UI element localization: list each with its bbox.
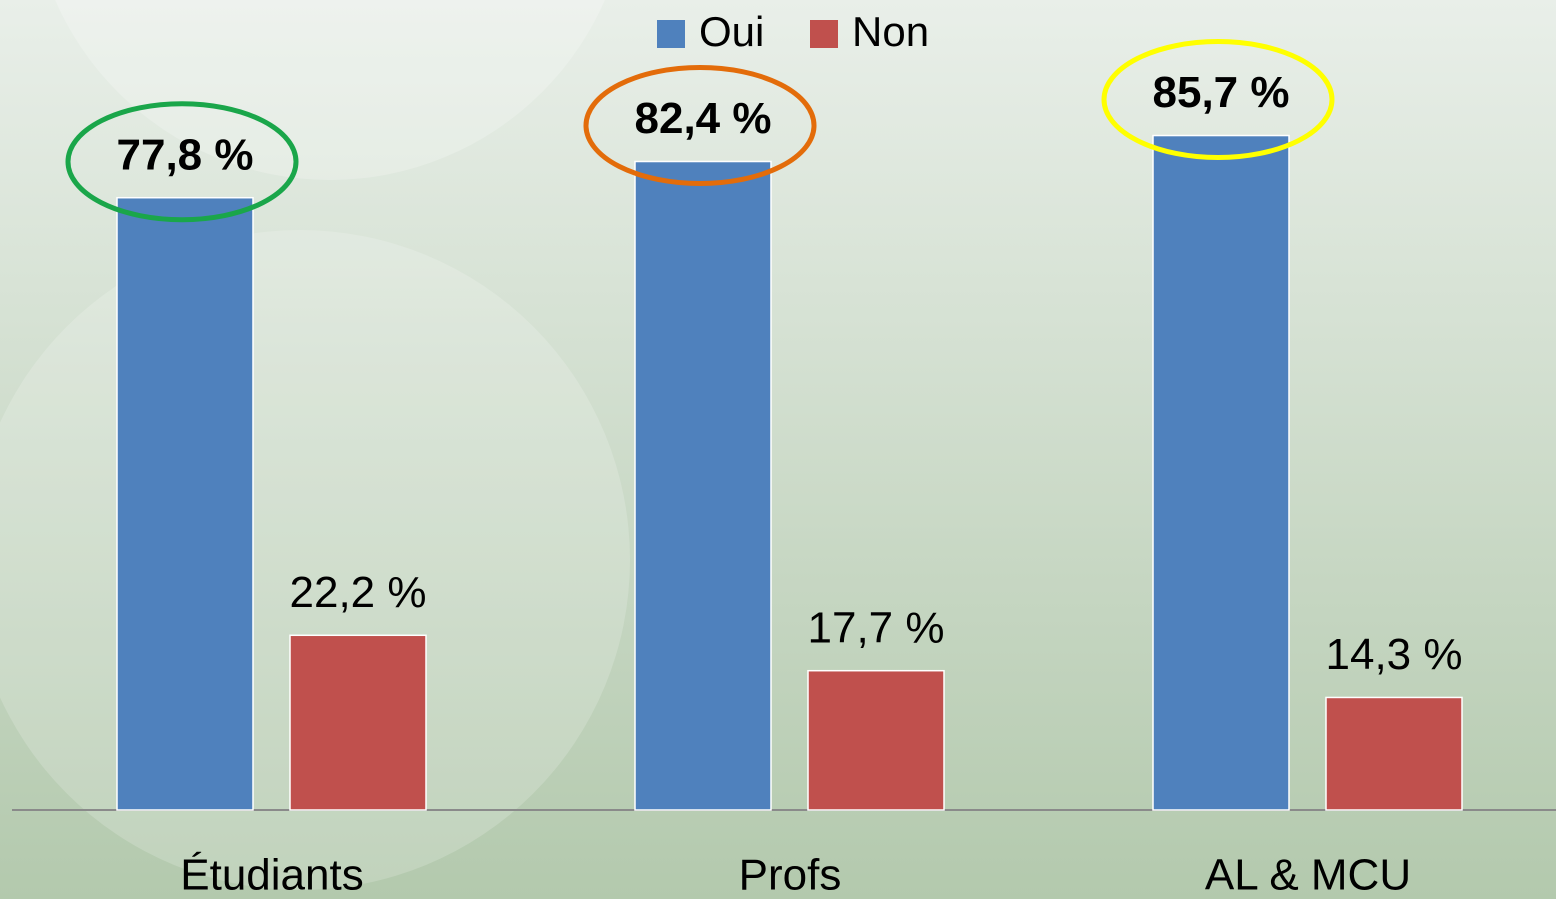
bar [289,634,427,811]
legend-swatch [810,20,838,48]
data-label: 85,7 % [1153,68,1290,117]
data-label: 82,4 % [635,94,772,143]
data-label: 14,3 % [1326,630,1463,679]
x-tick-label: Étudiants [180,851,363,899]
data-label: 22,2 % [290,568,427,617]
legend-label: Oui [699,8,764,55]
highlight-ellipse [65,101,299,223]
bar [1325,696,1463,811]
data-label: 17,7 % [808,603,945,652]
bar [116,196,254,811]
x-tick-label: AL & MCU [1205,851,1411,899]
bar [1152,134,1290,811]
legend-label: Non [852,8,929,55]
bar [634,160,772,811]
highlight-ellipse [1101,39,1335,161]
legend-swatch [657,20,685,48]
data-label: 77,8 % [117,130,254,179]
x-tick-label: Profs [739,851,842,899]
decor [55,0,605,180]
highlight-ellipse [583,65,817,187]
bar [807,669,945,811]
